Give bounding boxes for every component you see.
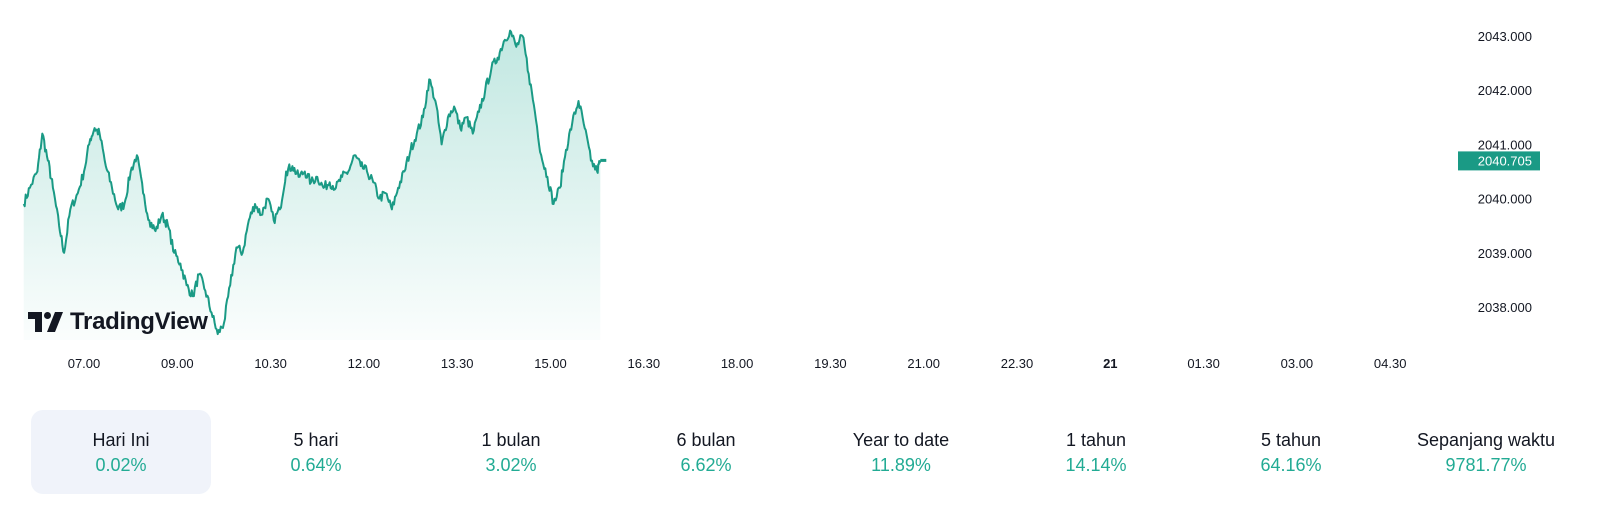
y-tick-label: 2040.000 <box>1478 192 1532 207</box>
tradingview-logo-icon <box>28 312 63 332</box>
period-change: 0.02% <box>95 455 147 475</box>
period-change: 0.64% <box>290 455 342 475</box>
time-axis: 07.00 09.00 10.30 12.00 13.30 15.00 16.30 18.00… <box>68 356 1407 371</box>
y-tick-label: 2039.000 <box>1478 246 1532 261</box>
period-all-time[interactable]: Sepanjang waktu 9781.77% <box>1396 410 1576 494</box>
x-tick-label: 12.00 <box>348 356 381 371</box>
y-tick-label: 2041.000 <box>1478 137 1532 152</box>
period-today[interactable]: Hari Ini 0.02% <box>31 410 211 494</box>
period-1-year[interactable]: 1 tahun 14.14% <box>1006 410 1186 494</box>
x-tick-label: 18.00 <box>721 356 754 371</box>
period-5-years[interactable]: 5 tahun 64.16% <box>1201 410 1381 494</box>
x-tick-label: 16.30 <box>628 356 661 371</box>
period-label: 5 tahun <box>1260 430 1322 450</box>
x-tick-label: 13.30 <box>441 356 474 371</box>
last-price-badge <box>1458 151 1540 171</box>
x-tick-label: 07.00 <box>68 356 101 371</box>
y-tick-label: 2038.000 <box>1478 300 1532 315</box>
tradingview-logo[interactable]: TradingView <box>28 308 208 336</box>
period-label: Hari Ini <box>92 430 150 450</box>
price-line <box>22 29 602 336</box>
last-price-label: 2040.705 <box>1478 153 1532 168</box>
x-tick-label: 04.30 <box>1374 356 1407 371</box>
x-tick-label: 09.00 <box>161 356 194 371</box>
period-6-months[interactable]: 6 bulan 6.62% <box>616 410 796 494</box>
x-tick-label: 01.30 <box>1187 356 1220 371</box>
period-change: 11.89% <box>871 455 931 475</box>
period-change: 3.02% <box>485 455 537 475</box>
price-chart[interactable]: 2043.000 2042.000 2041.000 2040.000 2039.000… <box>0 0 1600 400</box>
period-label: 1 tahun <box>1065 430 1127 450</box>
x-tick-label: 21 <box>1103 356 1117 371</box>
period-1-month[interactable]: 1 bulan 3.02% <box>421 410 601 494</box>
period-change: 9781.77% <box>1445 455 1527 475</box>
tradingview-logo-text: TradingView <box>70 308 208 335</box>
price-axis: 2043.000 2042.000 2041.000 2040.000 2039.000… <box>1478 29 1532 315</box>
x-tick-label: 21.00 <box>907 356 940 371</box>
period-label: 5 hari <box>293 430 339 450</box>
period-change: 14.14% <box>1065 455 1127 475</box>
performance-periods: Hari Ini 0.02% 5 hari 0.64% 1 bulan 3.02… <box>31 410 1576 494</box>
period-change: 6.62% <box>680 455 732 475</box>
chart-canvas[interactable]: 2043.000 2042.000 2041.000 2040.000 2039.000… <box>0 0 1600 400</box>
x-tick-label: 10.30 <box>254 356 287 371</box>
x-tick-label: 03.00 <box>1281 356 1314 371</box>
x-tick-label: 19.30 <box>814 356 847 371</box>
period-label: Sepanjang waktu <box>1416 430 1556 450</box>
period-change: 64.16% <box>1260 455 1322 475</box>
period-5-days[interactable]: 5 hari 0.64% <box>226 410 406 494</box>
period-label: 1 bulan <box>481 430 541 450</box>
period-label: 6 bulan <box>676 430 736 450</box>
price-area-fill <box>23 30 601 340</box>
period-label: Year to date <box>852 430 950 450</box>
y-tick-label: 2042.000 <box>1478 83 1532 98</box>
period-year-to-date[interactable]: Year to date 11.89% <box>811 410 991 494</box>
x-tick-label: 22.30 <box>1001 356 1034 371</box>
x-tick-label: 15.00 <box>534 356 567 371</box>
y-tick-label: 2043.000 <box>1478 29 1532 44</box>
